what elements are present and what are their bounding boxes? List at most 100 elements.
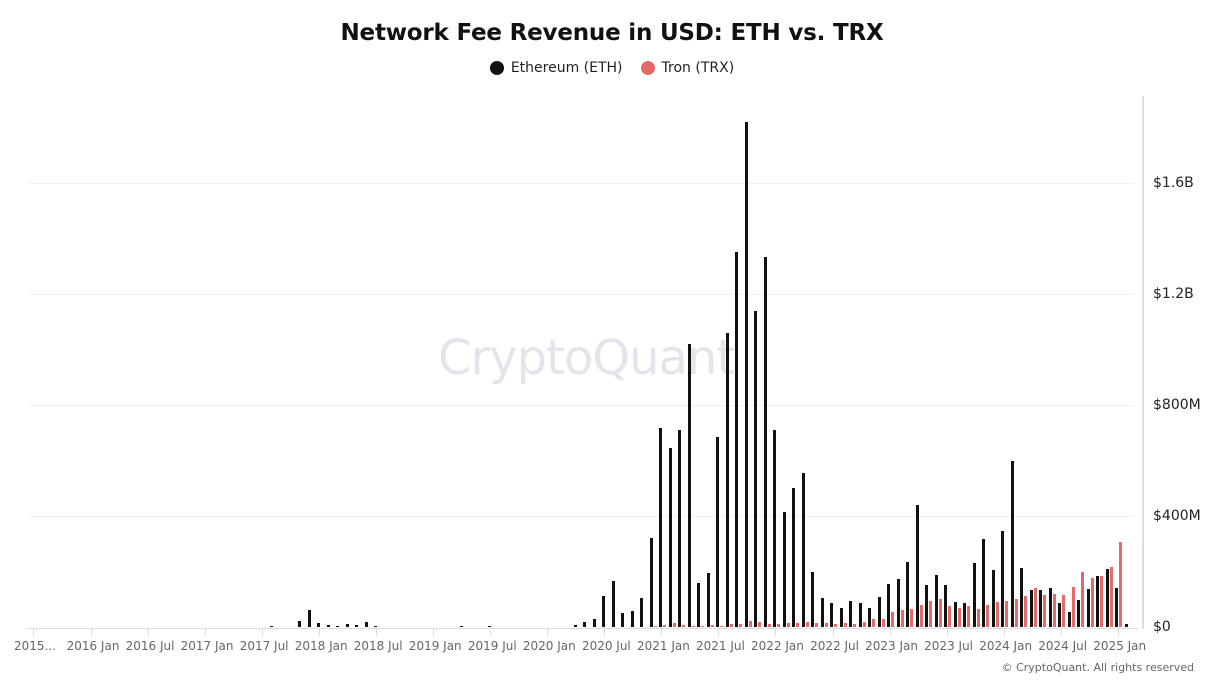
eth-bar[interactable] [317, 622, 320, 627]
eth-bar[interactable] [1039, 590, 1042, 627]
trx-bar[interactable] [1043, 595, 1046, 627]
eth-bar[interactable] [659, 428, 662, 627]
eth-bar[interactable] [355, 625, 358, 627]
trx-bar[interactable] [986, 604, 989, 627]
eth-bar[interactable] [1020, 567, 1023, 627]
eth-bar[interactable] [877, 597, 881, 627]
trx-bar[interactable] [967, 606, 970, 627]
eth-bar[interactable] [621, 613, 624, 627]
eth-bar[interactable] [1096, 575, 1099, 627]
eth-bar[interactable] [915, 504, 919, 627]
eth-bar[interactable] [839, 608, 843, 627]
eth-bar[interactable] [801, 473, 805, 627]
trx-bar[interactable] [1024, 596, 1027, 627]
eth-bar[interactable] [1086, 588, 1090, 627]
trx-bar[interactable] [929, 600, 932, 627]
legend-item-eth[interactable]: Ethereum (ETH) [489, 60, 623, 76]
eth-bar[interactable] [716, 436, 719, 627]
eth-bar[interactable] [906, 562, 909, 627]
trx-bar[interactable] [729, 624, 733, 627]
trx-bar[interactable] [1090, 578, 1094, 627]
trx-bar[interactable] [1071, 586, 1075, 627]
eth-bar[interactable] [374, 625, 377, 627]
trx-bar[interactable] [663, 624, 666, 627]
eth-bar[interactable] [773, 429, 776, 627]
eth-bar[interactable] [1048, 588, 1052, 627]
trx-bar[interactable] [881, 618, 885, 627]
eth-bar[interactable] [678, 429, 681, 627]
trx-bar[interactable] [910, 608, 913, 627]
trx-bar[interactable] [720, 625, 723, 627]
eth-bar[interactable] [868, 608, 871, 627]
eth-bar[interactable] [1124, 623, 1128, 627]
eth-bar[interactable] [1058, 603, 1061, 627]
plot-area[interactable] [28, 96, 1142, 627]
eth-bar[interactable] [611, 580, 615, 627]
trx-bar[interactable] [843, 623, 847, 627]
eth-bar[interactable] [744, 121, 748, 627]
eth-bar[interactable] [820, 597, 824, 627]
eth-bar[interactable] [592, 618, 596, 627]
trx-bar[interactable] [938, 599, 942, 627]
eth-bar[interactable] [573, 625, 577, 627]
eth-bar[interactable] [1105, 569, 1109, 627]
trx-bar[interactable] [748, 621, 752, 627]
eth-bar[interactable] [849, 600, 852, 627]
trx-bar[interactable] [995, 602, 999, 627]
trx-bar[interactable] [957, 607, 961, 627]
trx-bar[interactable] [1109, 567, 1113, 627]
trx-bar[interactable] [862, 622, 866, 627]
trx-bar[interactable] [919, 604, 923, 627]
trx-bar[interactable] [691, 625, 695, 627]
eth-bar[interactable] [583, 622, 586, 627]
trx-bar[interactable] [815, 623, 818, 627]
trx-bar[interactable] [1081, 571, 1084, 627]
trx-bar[interactable] [758, 622, 761, 627]
trx-bar[interactable] [834, 623, 837, 627]
trx-bar[interactable] [739, 623, 742, 627]
eth-bar[interactable] [925, 585, 928, 627]
eth-bar[interactable] [754, 310, 757, 627]
eth-bar[interactable] [991, 570, 995, 627]
eth-bar[interactable] [944, 585, 947, 627]
eth-bar[interactable] [887, 584, 890, 627]
eth-bar[interactable] [1077, 600, 1080, 627]
eth-bar[interactable] [488, 625, 491, 627]
trx-bar[interactable] [948, 606, 951, 627]
eth-bar[interactable] [307, 610, 311, 627]
trx-bar[interactable] [853, 623, 856, 627]
eth-bar[interactable] [735, 252, 738, 627]
eth-bar[interactable] [459, 625, 463, 627]
eth-bar[interactable] [345, 624, 349, 627]
legend-item-trx[interactable]: Tron (TRX) [640, 60, 734, 76]
eth-bar[interactable] [298, 620, 301, 627]
trx-bar[interactable] [1100, 575, 1103, 627]
trx-bar[interactable] [1005, 600, 1008, 627]
eth-bar[interactable] [1001, 531, 1004, 627]
trx-bar[interactable] [1052, 593, 1056, 627]
eth-bar[interactable] [934, 575, 938, 627]
trx-bar[interactable] [710, 625, 714, 627]
trx-bar[interactable] [891, 611, 894, 627]
eth-bar[interactable] [697, 582, 700, 627]
eth-bar[interactable] [763, 256, 767, 627]
eth-bar[interactable] [649, 537, 653, 627]
trx-bar[interactable] [777, 623, 780, 627]
eth-bar[interactable] [1067, 612, 1071, 627]
trx-bar[interactable] [786, 623, 790, 627]
eth-bar[interactable] [963, 603, 966, 627]
eth-bar[interactable] [687, 343, 691, 627]
eth-bar[interactable] [668, 448, 672, 627]
trx-bar[interactable] [1062, 595, 1065, 627]
eth-bar[interactable] [630, 610, 634, 627]
trx-bar[interactable] [672, 623, 676, 627]
trx-bar[interactable] [682, 625, 685, 627]
eth-bar[interactable] [326, 625, 330, 627]
eth-bar[interactable] [602, 595, 605, 627]
eth-bar[interactable] [269, 625, 273, 627]
eth-bar[interactable] [982, 539, 985, 627]
trx-bar[interactable] [796, 622, 799, 627]
eth-bar[interactable] [811, 572, 814, 627]
trx-bar[interactable] [900, 609, 904, 627]
eth-bar[interactable] [830, 602, 833, 627]
